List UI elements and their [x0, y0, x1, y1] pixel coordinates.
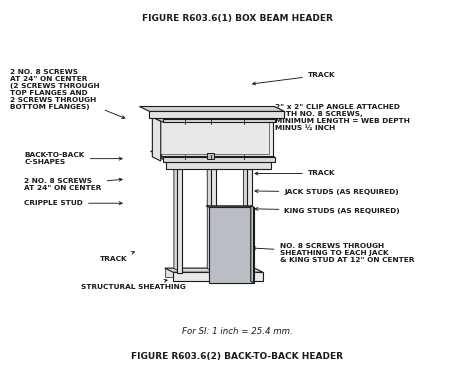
Text: FIGURE R603.6(1) BOX BEAM HEADER: FIGURE R603.6(1) BOX BEAM HEADER: [142, 14, 332, 23]
Polygon shape: [207, 165, 216, 273]
Polygon shape: [165, 268, 255, 277]
Polygon shape: [238, 165, 252, 169]
Text: FIGURE R603.6(2) BACK-TO-BACK HEADER: FIGURE R603.6(2) BACK-TO-BACK HEADER: [131, 352, 343, 361]
Polygon shape: [169, 165, 182, 169]
Polygon shape: [244, 165, 252, 273]
Polygon shape: [139, 107, 284, 112]
Polygon shape: [174, 165, 182, 273]
Polygon shape: [209, 207, 254, 283]
Polygon shape: [210, 169, 216, 273]
Polygon shape: [161, 121, 273, 156]
Polygon shape: [247, 169, 252, 273]
Text: TRACK: TRACK: [253, 72, 336, 85]
Polygon shape: [156, 119, 269, 154]
Polygon shape: [206, 206, 254, 207]
Polygon shape: [173, 272, 263, 281]
Polygon shape: [151, 116, 275, 122]
Polygon shape: [152, 117, 273, 121]
Polygon shape: [151, 151, 275, 157]
Polygon shape: [165, 268, 263, 272]
Text: 2 NO. 8 SCREWS
AT 24" ON CENTER: 2 NO. 8 SCREWS AT 24" ON CENTER: [24, 178, 122, 191]
Text: 2 NO. 8 SCREWS
AT 24" ON CENTER
(2 SCREWS THROUGH
TOP FLANGES AND
2 SCREWS THROU: 2 NO. 8 SCREWS AT 24" ON CENTER (2 SCREW…: [10, 69, 125, 119]
Text: NO. 8 SCREWS THROUGH
SHEATHING TO EACH JACK
& KING STUD AT 12" ON CENTER: NO. 8 SCREWS THROUGH SHEATHING TO EACH J…: [253, 244, 414, 263]
Text: TRACK: TRACK: [100, 251, 135, 262]
Text: For SI: 1 inch = 25.4 mm.: For SI: 1 inch = 25.4 mm.: [182, 327, 292, 336]
Polygon shape: [207, 153, 214, 159]
Text: TRACK: TRACK: [255, 170, 336, 176]
Polygon shape: [152, 117, 161, 161]
Text: STRUCTURAL SHEATHING: STRUCTURAL SHEATHING: [81, 279, 186, 290]
Text: JACK STUDS (AS REQUIRED): JACK STUDS (AS REQUIRED): [255, 189, 399, 195]
Polygon shape: [251, 206, 254, 283]
Polygon shape: [166, 161, 271, 169]
Polygon shape: [163, 157, 275, 162]
Text: KING STUDS (AS REQUIRED): KING STUDS (AS REQUIRED): [255, 207, 400, 214]
Polygon shape: [163, 119, 275, 122]
Polygon shape: [202, 165, 216, 169]
Polygon shape: [149, 112, 284, 118]
Polygon shape: [177, 169, 182, 273]
Text: 2" x 2" CLIP ANGLE ATTACHED
WITH NO. 8 SCREWS,
MINIMUM LENGTH = WEB DEPTH
MINUS : 2" x 2" CLIP ANGLE ATTACHED WITH NO. 8 S…: [246, 104, 410, 133]
Polygon shape: [158, 157, 271, 161]
Polygon shape: [152, 117, 264, 152]
Text: BACK-TO-BACK
C-SHAPES: BACK-TO-BACK C-SHAPES: [24, 152, 122, 165]
Text: CRIPPLE STUD: CRIPPLE STUD: [24, 200, 122, 206]
